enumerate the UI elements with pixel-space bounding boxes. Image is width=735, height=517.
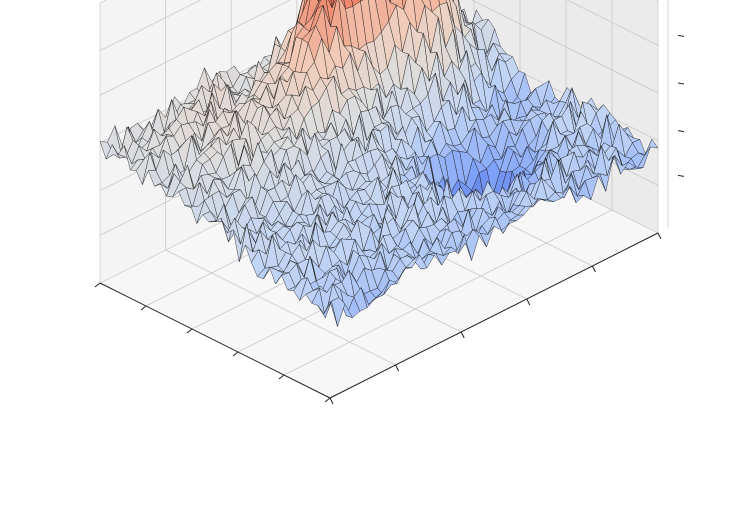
gridline xyxy=(165,249,396,366)
y-tick xyxy=(186,328,193,334)
y-axis-line xyxy=(99,282,331,399)
surface-facet xyxy=(323,300,338,327)
z-tick xyxy=(677,174,685,177)
x-tick xyxy=(526,298,531,306)
z-tick xyxy=(677,82,685,85)
axis-ticks xyxy=(94,0,685,405)
y-tick xyxy=(94,282,101,288)
x-tick xyxy=(591,265,596,273)
gridline xyxy=(471,0,659,94)
x-axis-line xyxy=(329,232,659,399)
x-tick xyxy=(460,331,465,339)
z-tick xyxy=(677,130,685,133)
x-tick xyxy=(657,232,662,240)
surface-mesh xyxy=(99,0,659,328)
gridline xyxy=(283,209,613,376)
y-tick xyxy=(232,351,239,357)
y-tick xyxy=(140,305,147,311)
surface-facet xyxy=(330,0,335,8)
x-tick xyxy=(395,364,400,372)
y-tick xyxy=(278,374,285,380)
x-tick xyxy=(329,397,334,405)
gridline xyxy=(99,0,291,96)
gridline xyxy=(99,0,202,51)
gridline xyxy=(566,0,659,46)
z-tick xyxy=(677,34,685,37)
y-tick xyxy=(324,397,331,403)
surface-facet xyxy=(401,0,407,10)
